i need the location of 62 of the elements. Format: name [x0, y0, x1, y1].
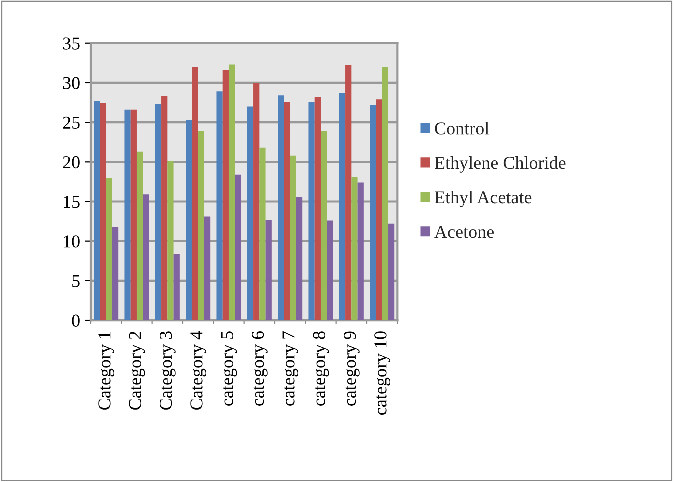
bar	[352, 177, 358, 321]
bar	[143, 194, 150, 321]
bar	[290, 156, 296, 321]
bar	[260, 148, 266, 321]
y-tick-label: 0	[72, 314, 80, 327]
bar	[314, 97, 321, 321]
x-tick-label: Category 2	[129, 332, 146, 410]
bar	[192, 67, 198, 321]
bar	[198, 131, 204, 321]
x-tick-label: Category 3	[160, 332, 176, 410]
y-tick-label: 35	[63, 38, 80, 50]
bar	[284, 102, 290, 321]
bar	[204, 216, 211, 321]
bar	[106, 178, 112, 321]
y-tick-label: 15	[64, 196, 80, 208]
bar	[235, 174, 242, 321]
bar	[222, 70, 229, 321]
bar	[162, 96, 168, 321]
bar	[320, 131, 328, 321]
y-tick-label: 25	[63, 116, 80, 130]
bar	[228, 64, 236, 321]
bar	[247, 106, 254, 321]
y-tick-label: 20	[63, 156, 80, 169]
bar	[296, 197, 303, 321]
legend-label: Acetone	[434, 226, 494, 238]
bar	[186, 120, 192, 321]
y-tick-label: 10	[64, 236, 80, 248]
bar	[100, 104, 106, 321]
legend-label: Ethyl Acetate	[435, 190, 532, 208]
bar	[370, 105, 376, 321]
x-tick-label: category 5	[221, 332, 238, 406]
bar	[124, 110, 131, 321]
bar	[266, 220, 272, 321]
x-tick-label: Category 1	[98, 332, 115, 410]
bar	[130, 110, 137, 321]
bar	[112, 227, 119, 321]
x-tick-label: category 6	[252, 331, 268, 406]
legend-label: Ethylene Chloride	[435, 156, 566, 173]
bar	[346, 66, 352, 321]
bar	[155, 104, 162, 321]
bar	[358, 182, 364, 321]
bar	[136, 152, 144, 321]
bar	[382, 67, 388, 321]
bar	[254, 82, 260, 321]
x-tick-label: category 10	[374, 332, 391, 415]
bar	[168, 161, 174, 321]
x-tick-label: Category 4	[190, 331, 207, 410]
x-tick-label: category 7	[282, 331, 299, 406]
x-tick-label: category 9	[344, 332, 360, 406]
legend-label: Control	[435, 122, 490, 135]
bar	[94, 101, 100, 321]
y-tick-label: 5	[72, 275, 80, 288]
bar	[376, 100, 382, 321]
bar	[308, 102, 315, 321]
y-tick-label: 30	[63, 77, 80, 90]
x-tick-label: category 8	[313, 332, 330, 406]
bar	[388, 224, 395, 321]
bar	[216, 92, 223, 321]
bar	[327, 220, 334, 321]
bar	[174, 254, 180, 321]
bar	[339, 93, 346, 321]
bar	[278, 96, 284, 321]
